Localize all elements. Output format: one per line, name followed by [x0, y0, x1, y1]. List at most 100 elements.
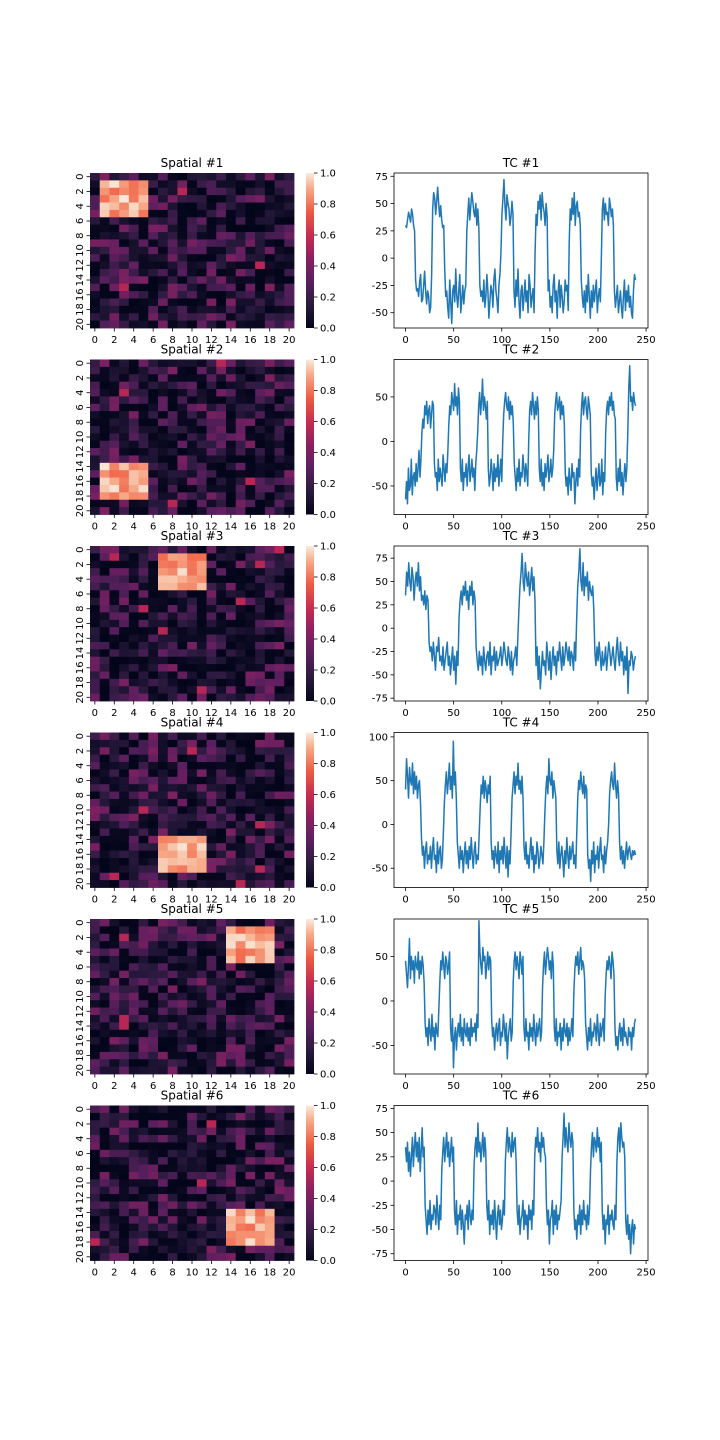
heatmap-cell — [284, 1037, 295, 1045]
heatmap-cell — [235, 1120, 246, 1129]
heatmap-cell — [284, 970, 295, 979]
heatmap-cell — [119, 1142, 130, 1151]
y-tick-label: 16 — [75, 288, 86, 301]
heatmap-cell — [109, 1000, 120, 1008]
heatmap-cell — [274, 732, 285, 741]
heatmap-cell — [158, 455, 169, 464]
x-tick-label: 100 — [492, 895, 511, 906]
heatmap-cell — [245, 649, 256, 658]
heatmap-cell — [187, 1157, 198, 1165]
y-tick-label: 75 — [375, 1104, 388, 1115]
heatmap-cell — [90, 1245, 101, 1254]
heatmap-cell — [264, 1029, 275, 1038]
heatmap-cell — [119, 597, 130, 606]
heatmap-cell — [264, 359, 275, 368]
heatmap-cell — [109, 597, 120, 606]
heatmap-cell — [177, 776, 188, 785]
heatmap-cell — [187, 970, 198, 979]
heatmap-cell — [255, 246, 266, 255]
heatmap-cell — [90, 239, 101, 248]
x-tick-label: 50 — [447, 895, 460, 906]
heatmap-cell — [274, 671, 285, 680]
heatmap-cell — [226, 187, 237, 196]
heatmap-cell — [109, 1238, 120, 1247]
x-tick-label: 4 — [131, 895, 137, 906]
heatmap-cell — [274, 821, 285, 829]
heatmap-cell — [99, 1149, 110, 1158]
heatmap-cell — [235, 1253, 246, 1261]
heatmap-cell — [216, 477, 227, 486]
heatmap-cell — [138, 366, 149, 375]
heatmap-cell — [99, 359, 110, 368]
heatmap-cell — [216, 850, 227, 859]
heatmap-cell — [216, 649, 227, 658]
heatmap-cell — [148, 291, 159, 299]
heatmap-cell — [206, 747, 217, 756]
colorbar-tick-label: 0.4 — [320, 1194, 336, 1205]
heatmap-cell — [128, 202, 139, 211]
y-tick-label: 50 — [375, 1128, 388, 1139]
heatmap-cell — [255, 298, 266, 307]
heatmap-cell — [206, 582, 217, 591]
heatmap-cell — [109, 455, 120, 464]
x-tick-label: 50 — [447, 335, 460, 346]
heatmap-cell — [187, 180, 198, 189]
heatmap-cell — [235, 217, 246, 226]
heatmap-cell — [235, 582, 246, 591]
heatmap-cell — [255, 1164, 266, 1173]
x-tick-label: 14 — [224, 1081, 237, 1092]
heatmap-cell — [119, 1149, 130, 1158]
heatmap-cell — [119, 963, 130, 972]
heatmap-cell — [148, 313, 159, 322]
heatmap-cell — [284, 1029, 295, 1038]
heatmap-cell — [167, 291, 178, 299]
heatmap-cell — [274, 865, 285, 874]
heatmap-cell — [167, 1230, 178, 1239]
heatmap-cell — [216, 1201, 227, 1210]
heatmap-cell — [216, 1253, 227, 1261]
heatmap-cell — [206, 187, 217, 196]
heatmap-cell — [119, 239, 130, 248]
heatmap-cell — [216, 455, 227, 464]
heatmap-cell — [235, 872, 246, 881]
heatmap-cell — [177, 202, 188, 211]
heatmap-cell — [196, 389, 207, 397]
heatmap-cell — [255, 484, 266, 493]
heatmap-cell — [216, 978, 227, 986]
heatmap-cell — [245, 754, 256, 763]
heatmap-cell — [255, 919, 266, 927]
heatmap-cell — [177, 1066, 188, 1075]
x-tick-label: 8 — [169, 708, 175, 719]
heatmap-cell — [196, 769, 207, 778]
heatmap-cell — [226, 872, 237, 881]
heatmap-cell — [196, 857, 207, 866]
heatmap-cell — [138, 1029, 149, 1038]
heatmap-cell — [274, 462, 285, 471]
heatmap-cell — [206, 1179, 217, 1188]
heatmap-cell — [245, 747, 256, 756]
heatmap-cell — [187, 374, 198, 383]
heatmap-cell — [206, 1245, 217, 1254]
heatmap-cell — [274, 992, 285, 1001]
heatmap-cell — [158, 389, 169, 397]
heatmap-cell — [216, 926, 227, 935]
heatmap-cell — [264, 173, 275, 181]
heatmap-cell — [90, 678, 101, 687]
heatmap-cell — [148, 507, 159, 515]
heatmap-cell — [216, 1059, 227, 1068]
heatmap-cell — [235, 1230, 246, 1239]
heatmap-cell — [99, 403, 110, 412]
heatmap-cell — [245, 1120, 256, 1129]
heatmap-cell — [255, 276, 266, 285]
heatmap-cell — [255, 477, 266, 486]
heatmap-cell — [284, 1022, 295, 1031]
heatmap-cell — [274, 411, 285, 419]
heatmap-cell — [90, 865, 101, 874]
heatmap-cell — [167, 656, 178, 665]
heatmap-cell — [119, 955, 130, 964]
heatmap-cell — [128, 477, 139, 486]
timecourse-title: TC #4 — [502, 716, 540, 730]
heatmap-cell — [274, 948, 285, 957]
heatmap-cell — [255, 933, 266, 942]
